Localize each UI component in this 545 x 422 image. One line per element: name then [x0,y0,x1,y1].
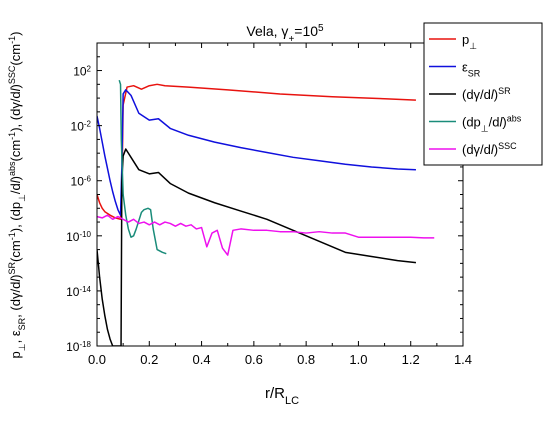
x-tick-label: 1.4 [454,352,472,367]
legend-label-dgdl_ssc: (dγ/dl)SSC [462,141,517,157]
x-tick-label: 0.4 [193,352,211,367]
legend-label-dpdl_abs: (dp⊥/dl)abs [462,114,522,134]
legend: p⊥ εSR (dγ/dl)SR (dp⊥/dl)abs (dγ/dl)SSC [423,22,543,166]
series-line-dgdl_sr [97,148,417,346]
x-tick-label: 1.0 [349,352,367,367]
y-tick-label: 10-6 [71,174,92,189]
legend-label-p_perp: p⊥ [462,32,477,51]
y-tick-label: 10-2 [71,119,92,134]
x-tick-label: 1.2 [402,352,420,367]
series-line-eps_sr [97,89,416,216]
x-tick-label: 0.2 [140,352,158,367]
series-layer [97,79,435,346]
chart-title: Vela, γ+=105 [246,23,324,45]
series-line-dpdl_abs [118,79,167,255]
y-tick-label: 10-10 [66,229,91,244]
x-tick-label: 0.6 [245,352,263,367]
legend-label-eps_sr: εSR [462,60,481,79]
y-tick-label: 10-14 [66,284,91,299]
series-line-p_perp [97,83,416,221]
y-tick-label: 10-18 [66,340,91,355]
series-line-dgdl_ssc [97,214,435,256]
y-axis-label: p⊥, εSR, (dγ/dl)SR(cm-1), (dp⊥/dl)abs(cm… [7,32,27,359]
ticks-layer: 0.0 0.2 0.4 0.6 0.8 1.0 1.2 1.4 10-18 10-14 10-10 1… [66,42,472,367]
y-tick-label: 102 [73,64,91,79]
x-axis-label: r/RLC [265,385,299,407]
x-tick-label: 0.8 [297,352,315,367]
x-tick-label: 0.0 [88,352,106,367]
legend-label-dgdl_sr: (dγ/dl)SR [462,86,511,102]
